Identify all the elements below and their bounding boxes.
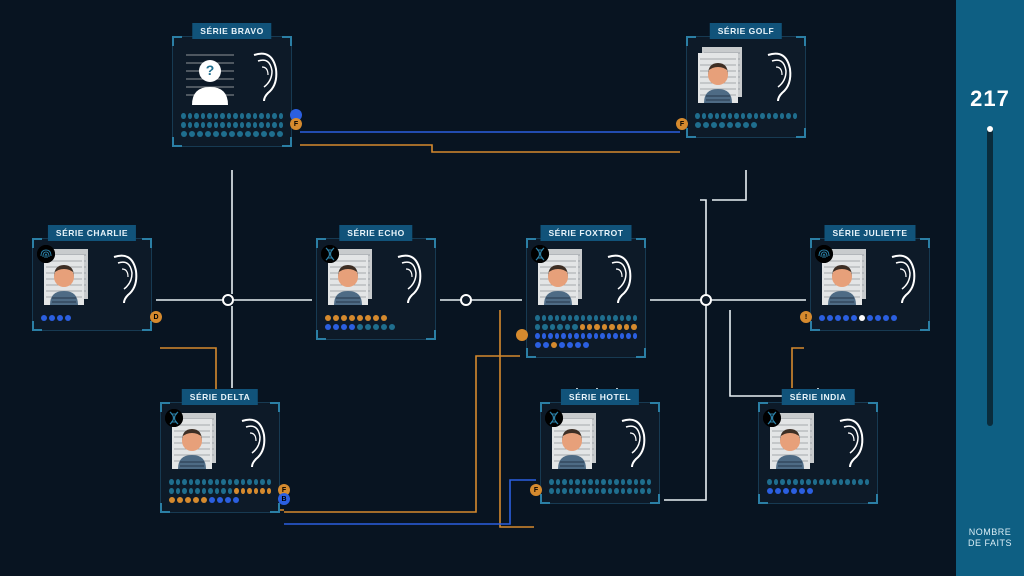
connection-port: D [150, 311, 162, 323]
dot-grid [527, 311, 645, 356]
ear-icon [828, 413, 868, 469]
dna-icon [165, 409, 183, 427]
ear-icon [596, 249, 636, 305]
node-juliette[interactable]: SÉRIE JULIETTE [810, 238, 930, 331]
diagram-stage: SÉRIE BRAVO ? SÉRIE GOLF [0, 0, 956, 576]
node-echo[interactable]: SÉRIE ECHO [316, 238, 436, 340]
svg-text:?: ? [206, 62, 215, 78]
connection-port: B [278, 493, 290, 505]
mugshot-icon [696, 45, 752, 105]
node-india[interactable]: SÉRIE INDIA [758, 402, 878, 504]
ear-icon [756, 47, 796, 103]
ear-icon [880, 249, 920, 305]
dot-grid [759, 475, 877, 502]
fact-gauge [987, 126, 993, 426]
fact-count: 217 [970, 86, 1010, 112]
dot-grid [161, 475, 279, 511]
fact-label: NOMBREDE FAITS [968, 527, 1012, 550]
node-golf[interactable]: SÉRIE GOLF [686, 36, 806, 138]
ear-icon [610, 413, 650, 469]
node-title: SÉRIE HOTEL [561, 389, 639, 405]
dna-icon [531, 245, 549, 263]
dot-grid [687, 109, 805, 136]
dot-grid [317, 311, 435, 338]
dna-icon [321, 245, 339, 263]
dot-grid [541, 475, 659, 502]
connection-port: F [290, 118, 302, 130]
biometric-badge [37, 245, 55, 263]
dna-icon [545, 409, 563, 427]
node-delta[interactable]: SÉRIE DELTA [160, 402, 280, 513]
ear-icon [230, 413, 270, 469]
ear-icon [102, 249, 142, 305]
node-foxtrot[interactable]: SÉRIE FOXTROT [526, 238, 646, 358]
ear-icon [386, 249, 426, 305]
node-title: SÉRIE CHARLIE [48, 225, 136, 241]
dot-grid [173, 109, 291, 145]
biometric-badge [763, 409, 781, 427]
connection-port: ! [800, 311, 812, 323]
dot-grid [811, 311, 929, 329]
hub-node [222, 294, 234, 306]
mugshot-unknown-icon: ? [182, 45, 238, 105]
node-title: SÉRIE ECHO [339, 225, 412, 241]
node-title: SÉRIE FOXTROT [541, 225, 632, 241]
biometric-badge [815, 245, 833, 263]
node-title: SÉRIE BRAVO [192, 23, 271, 39]
hub-node [700, 294, 712, 306]
dna-icon [763, 409, 781, 427]
node-charlie[interactable]: SÉRIE CHARLIE [32, 238, 152, 331]
node-title: SÉRIE DELTA [182, 389, 258, 405]
biometric-badge [531, 245, 549, 263]
node-hotel[interactable]: SÉRIE HOTEL [540, 402, 660, 504]
connection-port [516, 329, 528, 341]
fingerprint-icon [37, 245, 55, 263]
sidebar-stats: 217 NOMBREDE FAITS [956, 0, 1024, 576]
biometric-badge [545, 409, 563, 427]
connection-port: F [530, 484, 542, 496]
node-title: SÉRIE GOLF [710, 23, 782, 39]
node-bravo[interactable]: SÉRIE BRAVO ? [172, 36, 292, 147]
connection-port: F [676, 118, 688, 130]
biometric-badge [165, 409, 183, 427]
ear-icon [242, 47, 282, 103]
node-title: SÉRIE INDIA [782, 389, 855, 405]
biometric-badge [321, 245, 339, 263]
hub-node [460, 294, 472, 306]
dot-grid [33, 311, 151, 329]
node-title: SÉRIE JULIETTE [824, 225, 915, 241]
fingerprint-icon [815, 245, 833, 263]
